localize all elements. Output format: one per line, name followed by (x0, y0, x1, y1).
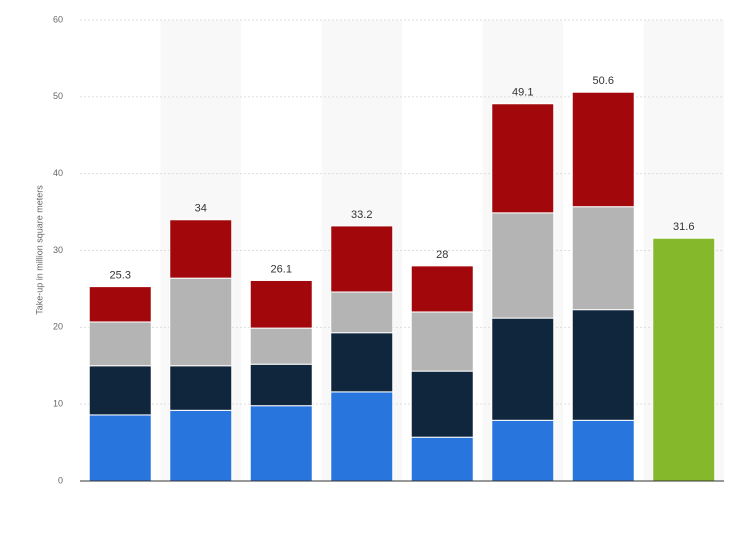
bar-segment (491, 419, 555, 482)
bar-segment (330, 391, 394, 482)
bar-segment (571, 206, 635, 311)
bar-segment (330, 291, 394, 334)
bar-segment (491, 317, 555, 421)
y-tick-label: 20 (53, 322, 63, 332)
bar-segment (169, 219, 233, 279)
bar-segment (169, 409, 233, 482)
bar-segment (571, 309, 635, 421)
y-tick-label: 30 (53, 245, 63, 255)
bar-segment (410, 370, 474, 438)
bar-segment (249, 327, 313, 365)
total-label: 25.3 (110, 270, 131, 282)
bar-segment (410, 311, 474, 372)
total-label: 31.6 (673, 221, 694, 233)
y-tick-label: 10 (53, 399, 63, 409)
total-label: 26.1 (271, 263, 292, 275)
bar-segment (249, 363, 313, 407)
bar-segment (410, 265, 474, 313)
bar-segment (249, 279, 313, 329)
y-tick-label: 40 (53, 168, 63, 178)
total-label: 34 (195, 203, 207, 215)
bar-segment (169, 365, 233, 411)
total-label: 49.1 (512, 87, 533, 99)
bar-segment (249, 405, 313, 482)
bar-segment (652, 237, 716, 482)
bar-segment (88, 286, 152, 323)
bar-segment (571, 419, 635, 482)
bar-segment (571, 91, 635, 208)
y-tick-label: 0 (58, 475, 63, 485)
y-axis-label: Take-up in million square meters (34, 185, 44, 315)
bar-segment (169, 277, 233, 367)
bar-segment (330, 225, 394, 293)
y-tick-label: 60 (53, 14, 63, 24)
bar-segment (491, 212, 555, 319)
bar-segment (88, 414, 152, 482)
bar-segment (88, 321, 152, 367)
bar-segment (410, 436, 474, 482)
total-label: 33.2 (351, 209, 372, 221)
bar-segment (491, 103, 555, 214)
total-label: 28 (436, 249, 448, 261)
y-tick-label: 50 (53, 91, 63, 101)
total-label: 50.6 (593, 75, 614, 87)
bar-segment (330, 332, 394, 393)
bar-segment (88, 365, 152, 416)
